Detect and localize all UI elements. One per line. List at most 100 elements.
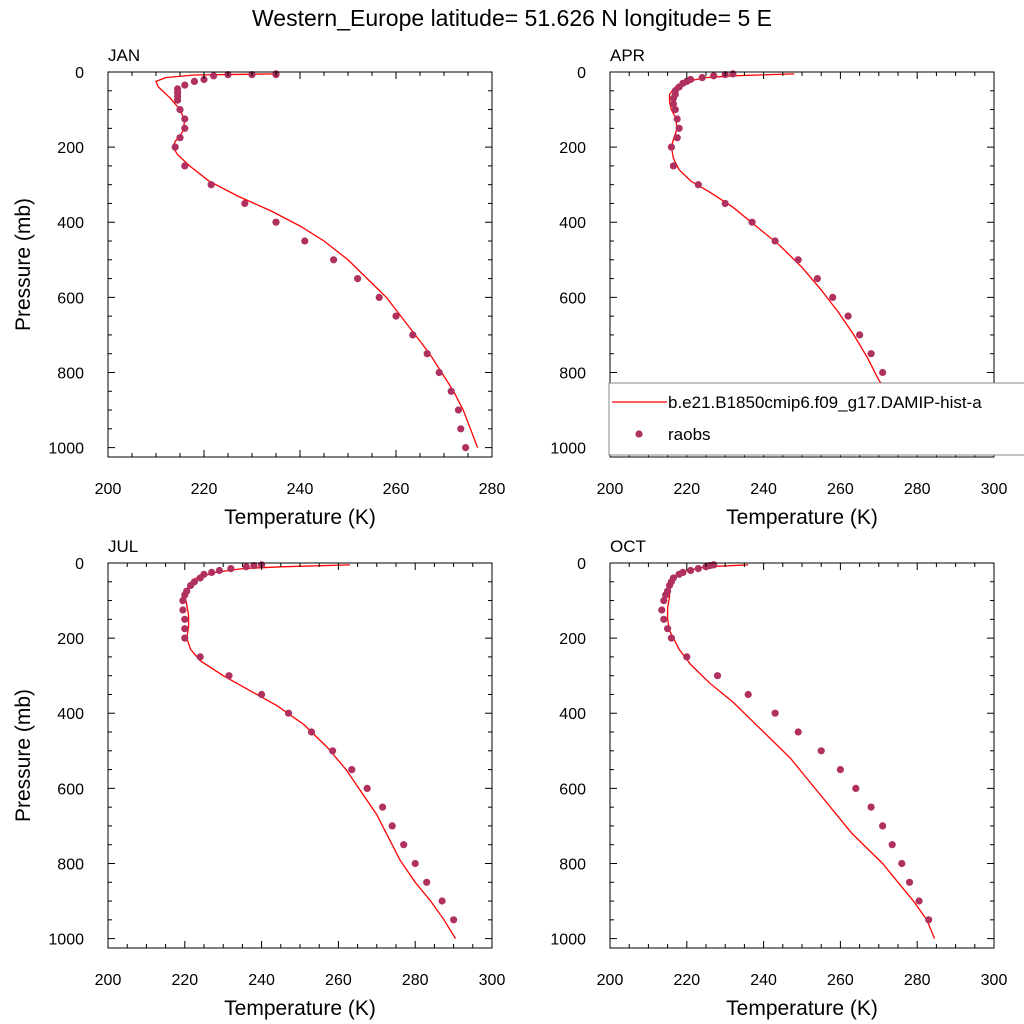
raobs-point bbox=[181, 625, 189, 633]
y-tick-label: 0 bbox=[75, 65, 84, 82]
raobs-point bbox=[669, 94, 678, 102]
raobs-point bbox=[307, 728, 316, 736]
raobs-point bbox=[836, 766, 845, 774]
panel-oct: 200 220 240 260 280 300 0 200 400 600 800 1000 Tempe… bbox=[550, 537, 1007, 1020]
raobs-point bbox=[771, 709, 779, 717]
raobs-point bbox=[329, 747, 337, 755]
raobs-point bbox=[454, 406, 462, 414]
y-tick-label: 200 bbox=[559, 631, 586, 648]
x-tick-label: 260 bbox=[827, 972, 854, 989]
raobs-point bbox=[181, 591, 189, 599]
raobs-point bbox=[179, 606, 187, 614]
raobs-point bbox=[710, 72, 718, 80]
raobs-point bbox=[181, 115, 189, 123]
raobs-point bbox=[457, 425, 465, 433]
raobs-point bbox=[915, 897, 923, 905]
y-tick-label: 800 bbox=[57, 856, 84, 873]
x-tick-label: 260 bbox=[383, 481, 410, 498]
raobs-point bbox=[694, 181, 702, 189]
x-axis-title: Temperature (K) bbox=[726, 506, 878, 529]
raobs-point bbox=[817, 747, 825, 755]
panels: 200 220 240 260 280 0 200 400 600 800 1000 Temperat… bbox=[12, 46, 1007, 1020]
raobs-point bbox=[658, 606, 666, 614]
x-tick-label: 260 bbox=[325, 972, 352, 989]
x-tick-label: 260 bbox=[827, 481, 854, 498]
raobs-point bbox=[388, 822, 396, 830]
y-tick-label: 0 bbox=[577, 556, 586, 573]
y-axis-title: Pressure (mb) bbox=[12, 689, 35, 822]
panel-label: JUL bbox=[108, 537, 138, 556]
y-tick-label: 200 bbox=[57, 140, 84, 157]
raobs-point bbox=[272, 218, 280, 226]
panel-jan: 200 220 240 260 280 0 200 400 600 800 1000 Temperat… bbox=[12, 46, 505, 529]
legend-model-label: b.e21.B1850cmip6.f09_g17.DAMIP-hist-a bbox=[668, 393, 982, 412]
raobs-point bbox=[698, 74, 706, 82]
raobs-point bbox=[721, 199, 729, 208]
x-tick-label: 240 bbox=[287, 481, 314, 498]
model-profile-line bbox=[666, 564, 936, 939]
y-tick-label: 1000 bbox=[550, 441, 586, 458]
raobs-point bbox=[665, 581, 674, 590]
raobs-point bbox=[196, 574, 204, 582]
model-profile-line bbox=[184, 564, 457, 939]
raobs-point bbox=[664, 625, 672, 633]
raobs-point bbox=[669, 162, 678, 170]
raobs-point bbox=[683, 653, 691, 661]
raobs-point bbox=[771, 237, 779, 245]
raobs-point bbox=[662, 591, 670, 599]
legend-raobs-label: raobs bbox=[668, 425, 711, 444]
y-tick-label: 800 bbox=[559, 365, 586, 382]
model-profile-line bbox=[155, 73, 479, 448]
y-tick-label: 400 bbox=[559, 215, 586, 232]
raobs-point bbox=[215, 566, 223, 575]
raobs-point bbox=[208, 568, 216, 577]
raobs-point bbox=[363, 784, 371, 793]
raobs-point bbox=[330, 256, 338, 264]
raobs-point bbox=[196, 653, 204, 661]
x-tick-label: 280 bbox=[904, 972, 931, 989]
figure-title: Western_Europe latitude= 51.626 N longit… bbox=[252, 5, 772, 31]
raobs-point bbox=[354, 275, 362, 283]
y-tick-label: 600 bbox=[57, 290, 84, 307]
raobs-point bbox=[660, 615, 668, 623]
raobs-point bbox=[729, 70, 737, 78]
y-tick-label: 600 bbox=[559, 781, 586, 798]
panel-label: APR bbox=[610, 46, 645, 65]
raobs-point bbox=[176, 106, 184, 114]
x-tick-label: 300 bbox=[981, 972, 1008, 989]
raobs-point bbox=[879, 822, 887, 830]
raobs-point bbox=[423, 878, 431, 886]
y-tick-label: 800 bbox=[559, 856, 586, 873]
raobs-point bbox=[227, 565, 235, 573]
raobs-point bbox=[844, 312, 852, 320]
raobs-point bbox=[462, 444, 470, 452]
raobs-point bbox=[675, 570, 683, 578]
raobs-point bbox=[667, 143, 676, 151]
raobs-point bbox=[867, 803, 875, 811]
x-tick-label: 220 bbox=[673, 972, 700, 989]
raobs-point bbox=[713, 672, 722, 680]
y-tick-label: 200 bbox=[57, 631, 84, 648]
x-tick-label: 220 bbox=[191, 481, 218, 498]
raobs-point bbox=[171, 143, 179, 151]
raobs-point bbox=[450, 916, 458, 924]
raobs-point bbox=[694, 565, 702, 573]
raobs-point bbox=[411, 859, 419, 868]
raobs-point bbox=[829, 293, 837, 301]
raobs-point bbox=[748, 218, 756, 226]
raobs-point bbox=[856, 331, 864, 339]
x-tick-label: 240 bbox=[750, 972, 777, 989]
x-tick-label: 300 bbox=[479, 972, 506, 989]
y-tick-label: 800 bbox=[57, 365, 84, 382]
y-axis-title: Pressure (mb) bbox=[12, 198, 35, 331]
raobs-point bbox=[190, 77, 198, 85]
y-tick-label: 400 bbox=[57, 706, 84, 723]
x-tick-label: 220 bbox=[171, 972, 198, 989]
panel-label: JAN bbox=[108, 46, 140, 65]
x-tick-label: 200 bbox=[95, 481, 122, 498]
raobs-point bbox=[242, 563, 250, 571]
raobs-point bbox=[225, 672, 233, 680]
raobs-point bbox=[250, 562, 258, 570]
y-tick-label: 0 bbox=[577, 65, 586, 82]
raobs-point bbox=[744, 690, 752, 699]
